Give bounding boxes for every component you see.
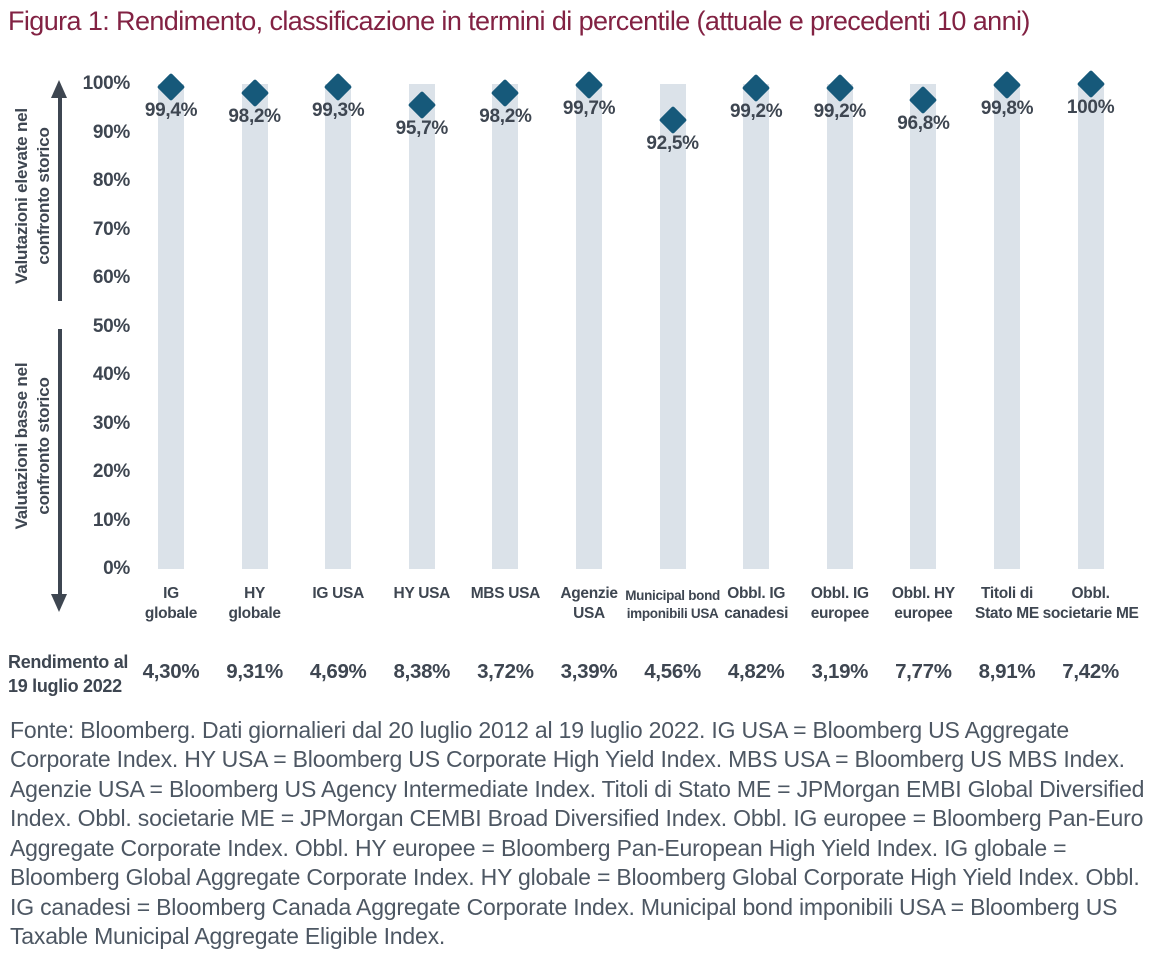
percentile-value-label: 96,8% (897, 112, 950, 134)
yield-value: 7,77% (895, 660, 952, 683)
y-axis-up-arrow-shaft (58, 96, 62, 301)
yield-value: 3,19% (811, 660, 869, 683)
y-axis-down-arrow-shaft (58, 329, 62, 595)
figure-title: Figura 1: Rendimento, classificazione in… (8, 6, 1030, 36)
y-axis-tick-label: 10% (92, 509, 130, 531)
range-bar (1077, 84, 1104, 569)
category-label: Titoli di Stato ME (975, 585, 1039, 623)
source-note: Fonte: Bloomberg. Dati giornalieri dal 2… (10, 717, 1145, 950)
y-axis-high-label: Valutazioni elevate nel confronto storic… (12, 108, 54, 284)
range-bar (910, 84, 937, 569)
y-axis-tick-label: 20% (92, 461, 130, 482)
yield-value: 8,91% (978, 660, 1036, 683)
range-bar (492, 84, 519, 569)
percentile-value-label: 98,2% (479, 105, 532, 127)
percentile-value-label: 99,7% (562, 98, 616, 120)
y-axis-tick-label: 80% (92, 170, 130, 191)
y-axis-tick-label: 60% (92, 267, 130, 288)
y-axis-tick-label: 70% (92, 218, 130, 240)
category-label: HY USA (393, 585, 451, 602)
percentile-value-label: 99,3% (312, 100, 365, 122)
category-label: Agenzie USA (560, 585, 618, 623)
yield-value: 8,38% (393, 660, 451, 683)
range-bar (241, 84, 268, 569)
y-axis-tick-label: 50% (92, 315, 130, 337)
percentile-value-label: 99,4% (144, 99, 198, 121)
y-axis-tick-label: 40% (92, 364, 130, 385)
category-label: HY globale (228, 585, 281, 623)
yield-value: 4,69% (309, 660, 367, 683)
range-bar (408, 84, 435, 569)
category-label: IG globale (144, 585, 198, 623)
category-label: Obbl. IG europee (810, 585, 870, 623)
range-bar (576, 84, 602, 569)
y-axis-down-arrow-icon (51, 594, 67, 612)
percentile-value-label: 98,2% (228, 105, 281, 127)
yield-value: 9,31% (226, 660, 283, 683)
y-axis-low-label: Valutazioni basse nel confronto storico (12, 362, 54, 530)
category-label: Municipal bond imponibili USA (625, 588, 720, 621)
percentile-value-label: 92,5% (646, 133, 699, 155)
range-bar (659, 84, 686, 569)
yield-value: 4,82% (727, 660, 785, 683)
yield-value: 3,72% (477, 660, 534, 683)
y-axis-tick-label: 30% (92, 412, 130, 434)
percentile-value-label: 99,8% (980, 97, 1034, 119)
range-bar (158, 84, 184, 569)
yield-row-label: Rendimento al 19 luglio 2022 (8, 652, 129, 697)
yield-value: 4,56% (644, 660, 701, 683)
percentile-value-label: 99,2% (813, 100, 867, 122)
percentile-value-label: 99,2% (730, 100, 783, 122)
yield-value: 7,42% (1062, 660, 1119, 683)
y-axis-tick-label: 90% (92, 121, 130, 143)
percentile-value-label: 100% (1066, 97, 1115, 118)
range-bar (826, 84, 853, 569)
percentile-value-label: 95,7% (395, 117, 449, 139)
yield-value: 4,30% (142, 660, 200, 683)
category-label: Obbl. IG canadesi (724, 585, 789, 623)
y-axis-tick-label: 0% (103, 558, 130, 579)
category-label: Obbl. HY europee (891, 585, 955, 623)
range-bar (994, 84, 1020, 569)
y-axis-tick-label: 100% (82, 73, 131, 94)
category-label: MBS USA (470, 585, 541, 602)
yield-value: 3,39% (560, 660, 618, 683)
category-label: Obbl. societarie ME (1042, 585, 1139, 623)
y-axis-up-arrow-icon (51, 80, 67, 98)
category-label: IG USA (312, 585, 364, 602)
range-bar (743, 84, 770, 569)
range-bar (325, 84, 352, 569)
